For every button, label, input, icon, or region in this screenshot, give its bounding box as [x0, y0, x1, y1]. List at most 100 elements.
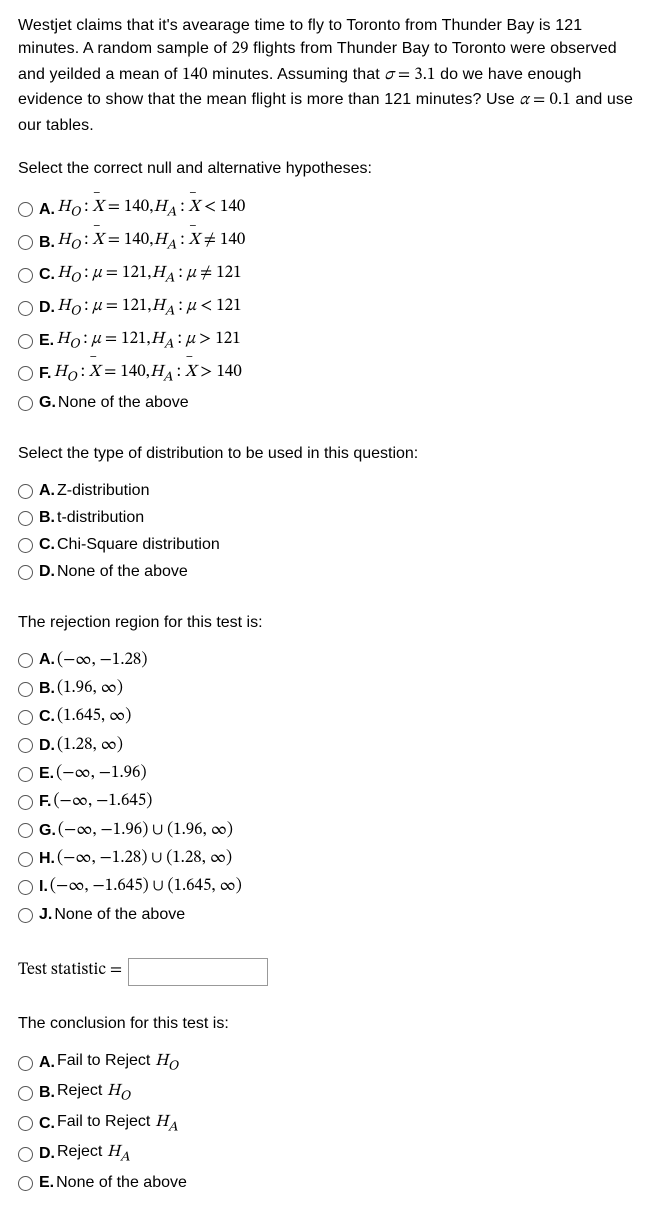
- option-letter: A.: [39, 1051, 55, 1076]
- q3-option-i[interactable]: I.(−∞, −1.645) ∪ (1.645, ∞): [18, 874, 637, 900]
- option-text: None of the above: [54, 903, 185, 928]
- option-letter: J.: [39, 903, 52, 928]
- radio-icon: [18, 823, 33, 838]
- test-statistic-input[interactable]: [128, 958, 268, 986]
- radio-icon: [18, 565, 33, 580]
- alpha-expr: α = 0.1: [519, 92, 570, 109]
- q3-option-a[interactable]: A.(−∞, −1.28): [18, 648, 637, 674]
- q5-option-c[interactable]: C. Fail to Reject HA: [18, 1110, 637, 1138]
- option-text: Reject HA: [57, 1140, 130, 1168]
- q2-option-b[interactable]: B. t-distribution: [18, 506, 637, 531]
- option-text: Fail to Reject HA: [57, 1110, 178, 1138]
- option-letter: E.: [39, 1171, 54, 1196]
- q1-option-c[interactable]: C. HO : μ = 121,HA : μ ≠ 121: [18, 260, 637, 291]
- option-letter: D.: [39, 1142, 55, 1167]
- option-letter: A.: [39, 479, 55, 504]
- radio-icon: [18, 1056, 33, 1071]
- option-text: Fail to Reject HO: [57, 1049, 178, 1077]
- option-letter: D.: [39, 734, 55, 759]
- radio-icon: [18, 682, 33, 697]
- option-text: (−∞, −1.96): [56, 761, 146, 787]
- radio-icon: [18, 538, 33, 553]
- q1-option-d[interactable]: D. HO : μ = 121,HA : μ < 121: [18, 293, 637, 324]
- option-text: (1.28, ∞): [57, 733, 123, 759]
- option-letter: B.: [39, 230, 55, 256]
- option-text: (−∞, −1.96) ∪ (1.96, ∞): [58, 818, 233, 844]
- option-text: (−∞, −1.645): [53, 789, 152, 815]
- q3-option-g[interactable]: G.(−∞, −1.96) ∪ (1.96, ∞): [18, 818, 637, 844]
- option-letter: C.: [39, 705, 55, 730]
- radio-icon: [18, 738, 33, 753]
- q3-option-e[interactable]: E.(−∞, −1.96): [18, 761, 637, 787]
- option-text: (−∞, −1.28): [57, 648, 147, 674]
- radio-icon: [18, 653, 33, 668]
- option-text: Z-distribution: [57, 479, 149, 504]
- radio-icon: [18, 301, 33, 316]
- q1-option-a[interactable]: A. HO : X = 140,HA : X < 140: [18, 194, 637, 225]
- q2-option-c[interactable]: C. Chi-Square distribution: [18, 533, 637, 558]
- q2-option-a[interactable]: A. Z-distribution: [18, 479, 637, 504]
- option-letter: D.: [39, 560, 55, 585]
- radio-icon: [18, 852, 33, 867]
- q3-prompt: The rejection region for this test is:: [18, 611, 637, 634]
- option-letter: C.: [39, 1112, 55, 1137]
- sample-size: 29: [232, 41, 249, 58]
- q3-option-h[interactable]: H.(−∞, −1.28) ∪ (1.28, ∞): [18, 846, 637, 872]
- option-text: (1.645, ∞): [57, 704, 131, 730]
- radio-icon: [18, 1116, 33, 1131]
- radio-icon: [18, 202, 33, 217]
- radio-icon: [18, 795, 33, 810]
- option-letter: F.: [39, 361, 51, 387]
- option-text: None of the above: [58, 391, 189, 416]
- option-text: (−∞, −1.28) ∪ (1.28, ∞): [57, 846, 232, 872]
- radio-icon: [18, 880, 33, 895]
- q1-option-f[interactable]: F. HO : X = 140,HA : X > 140: [18, 359, 637, 390]
- option-letter: A.: [39, 648, 55, 673]
- radio-icon: [18, 334, 33, 349]
- option-text: t-distribution: [57, 506, 144, 531]
- radio-icon: [18, 767, 33, 782]
- option-text: HO : X = 140,HA : X < 140: [57, 194, 245, 225]
- radio-icon: [18, 366, 33, 381]
- option-text: HO : μ = 121,HA : μ > 121: [56, 326, 240, 357]
- option-text: Reject HO: [57, 1079, 130, 1107]
- q5-option-e[interactable]: E. None of the above: [18, 1171, 637, 1196]
- radio-icon: [18, 511, 33, 526]
- q1-option-g[interactable]: G. None of the above: [18, 391, 637, 416]
- radio-icon: [18, 235, 33, 250]
- option-letter: G.: [39, 819, 56, 844]
- q5-option-d[interactable]: D. Reject HA: [18, 1140, 637, 1168]
- option-text: None of the above: [56, 1171, 187, 1196]
- q3-option-j[interactable]: J.None of the above: [18, 903, 637, 928]
- problem-text-3: minutes. Assuming that: [208, 66, 385, 83]
- option-text: HO : μ = 121,HA : μ ≠ 121: [57, 260, 241, 291]
- q5-option-a[interactable]: A. Fail to Reject HO: [18, 1049, 637, 1077]
- q1-option-b[interactable]: B. HO : X = 140,HA : X ≠ 140: [18, 227, 637, 258]
- option-text: HO : X = 140,HA : X > 140: [53, 359, 241, 390]
- option-letter: E.: [39, 328, 54, 354]
- option-text: HO : μ = 121,HA : μ < 121: [57, 293, 241, 324]
- option-letter: H.: [39, 847, 55, 872]
- option-text: None of the above: [57, 560, 188, 585]
- q4-label: Test statistic =: [18, 959, 122, 984]
- q3-option-c[interactable]: C.(1.645, ∞): [18, 704, 637, 730]
- q2-option-d[interactable]: D. None of the above: [18, 560, 637, 585]
- radio-icon: [18, 1086, 33, 1101]
- radio-icon: [18, 1147, 33, 1162]
- option-text: HO : X = 140,HA : X ≠ 140: [57, 227, 245, 258]
- q1-option-e[interactable]: E. HO : μ = 121,HA : μ > 121: [18, 326, 637, 357]
- problem-statement: Westjet claims that it's avearage time t…: [18, 14, 637, 137]
- q5-option-b[interactable]: B. Reject HO: [18, 1079, 637, 1107]
- radio-icon: [18, 710, 33, 725]
- q3-option-d[interactable]: D.(1.28, ∞): [18, 733, 637, 759]
- option-letter: I.: [39, 875, 48, 900]
- q1-options: A. HO : X = 140,HA : X < 140 B. HO : X =…: [18, 194, 637, 416]
- q3-options: A.(−∞, −1.28) B.(1.96, ∞) C.(1.645, ∞) D…: [18, 648, 637, 928]
- sigma-expr: σ = 3.1: [384, 67, 435, 84]
- option-letter: B.: [39, 506, 55, 531]
- q3-option-b[interactable]: B.(1.96, ∞): [18, 676, 637, 702]
- option-letter: C.: [39, 262, 55, 288]
- q3-option-f[interactable]: F.(−∞, −1.645): [18, 789, 637, 815]
- q2-prompt: Select the type of distribution to be us…: [18, 442, 637, 465]
- q4-row: Test statistic =: [18, 958, 637, 986]
